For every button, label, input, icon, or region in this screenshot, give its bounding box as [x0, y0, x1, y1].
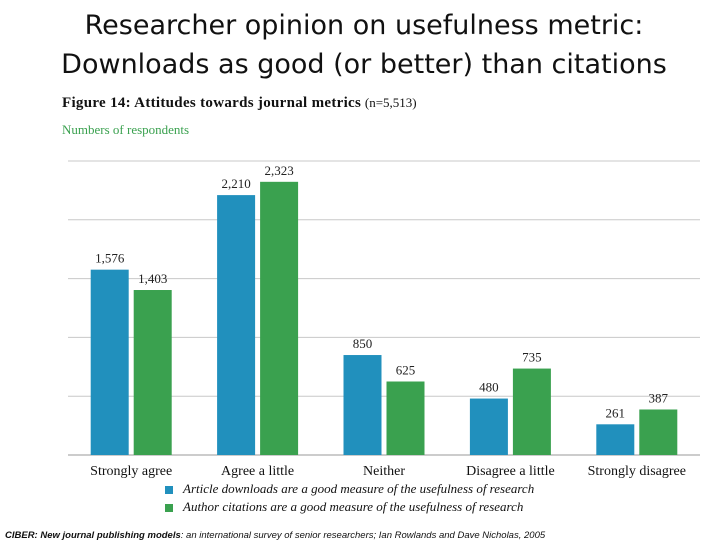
legend-swatch-citations	[165, 504, 173, 513]
bar-citations	[133, 290, 172, 455]
legend-item-citations: Author citations are a good measure of t…	[165, 499, 523, 515]
data-label: 2,323	[264, 163, 293, 178]
bar-downloads	[343, 355, 382, 455]
category-label: Neither	[363, 464, 405, 479]
source-title: CIBER: New journal publishing models	[5, 530, 181, 541]
bar-citations	[512, 368, 551, 455]
bar-citations	[260, 181, 299, 456]
data-label: 2,210	[221, 176, 250, 191]
data-label: 1,576	[95, 251, 125, 266]
figure-title-text: Figure 14: Attitudes towards journal met…	[62, 95, 362, 111]
data-label: 735	[522, 350, 542, 365]
bar-downloads	[469, 398, 508, 455]
category-label: Disagree a little	[466, 464, 555, 479]
data-label: 1,403	[138, 271, 167, 286]
figure-sample-size: (n=5,513)	[364, 95, 417, 110]
category-label: Strongly agree	[90, 464, 172, 479]
figure-title: Figure 14: Attitudes towards journal met…	[62, 95, 417, 112]
data-label: 850	[353, 336, 373, 351]
bar-downloads	[217, 195, 256, 455]
data-label: 625	[396, 363, 416, 378]
source-footer: CIBER: New journal publishing models: an…	[5, 530, 545, 541]
bar-citations	[639, 409, 678, 455]
legend-label-downloads: Article downloads are a good measure of …	[183, 481, 535, 496]
bar-downloads	[90, 269, 129, 455]
figure-subtitle: Numbers of respondents	[62, 122, 190, 137]
legend-label-citations: Author citations are a good measure of t…	[183, 499, 524, 514]
data-label: 261	[606, 405, 626, 420]
legend-item-downloads: Article downloads are a good measure of …	[165, 481, 534, 497]
category-label: Agree a little	[221, 464, 294, 479]
slide-title-line-2: Downloads as good (or better) than citat…	[61, 49, 667, 80]
bar-citations	[386, 381, 425, 455]
data-label: 480	[479, 380, 499, 395]
data-label: 387	[649, 390, 669, 405]
slide-title-line-1: Researcher opinion on usefulness metric:	[84, 10, 644, 41]
bar-downloads	[596, 424, 635, 455]
legend-swatch-downloads	[165, 486, 173, 495]
source-details: : an international survey of senior rese…	[180, 530, 546, 541]
category-label: Strongly disagree	[588, 464, 686, 479]
